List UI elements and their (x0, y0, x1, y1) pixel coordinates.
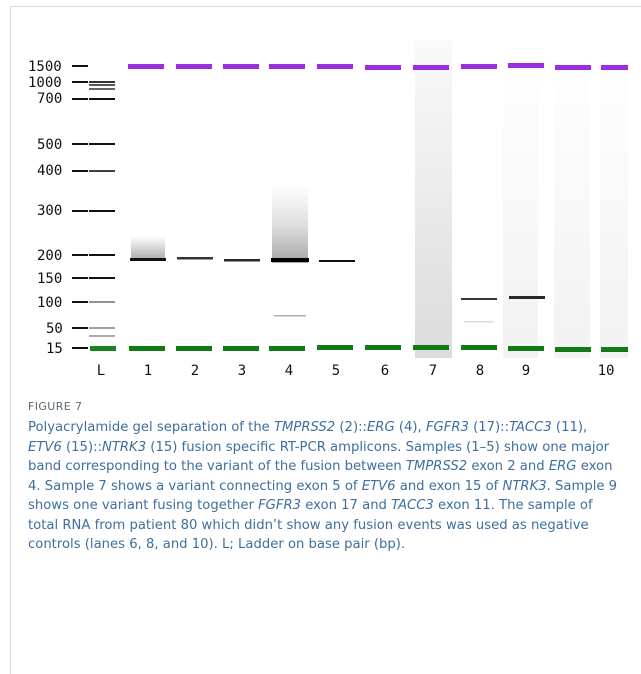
lane-label-ladder: L (97, 363, 105, 379)
lane-label: 2 (191, 363, 199, 379)
caption-text: exon 4. Sample 7 shows a variant connect… (28, 459, 613, 494)
exon-link[interactable]: 15 (71, 439, 88, 455)
caption-text: ( (146, 439, 156, 455)
gene-name: FGFR3 (258, 498, 302, 513)
exon-link[interactable]: 2 (344, 420, 353, 435)
ladder-tick-label: 15 (46, 341, 63, 357)
lane-label: 4 (285, 363, 293, 379)
ladder-tick-label: 100 (37, 295, 62, 311)
lane-label: 7 (429, 363, 437, 379)
caption-text: exon 17 and (301, 498, 392, 513)
gene-name: TACC3 (509, 420, 552, 435)
ladder-tick-label: 500 (37, 137, 62, 153)
ladder-tick-label: 50 (46, 321, 63, 337)
lane-label: 9 (522, 363, 530, 379)
caption-text: ) show one major band corresponding to t… (28, 439, 610, 475)
caption-text: ( (61, 439, 72, 455)
caption-text: ( (468, 420, 479, 435)
gene-name: TMPRSS2 (405, 459, 468, 474)
ladder-tick-label: 1500 (28, 59, 62, 75)
exon-link[interactable]: 17 (478, 420, 496, 435)
gene-name: ETV6 (28, 439, 62, 455)
caption-text: ), (577, 420, 588, 435)
exon-link[interactable]: 4 (404, 420, 413, 435)
caption-text: ( (335, 420, 345, 435)
caption-text: exon 2 and (467, 459, 549, 474)
caption-text: . Sample 9 shows one variant fusing toge… (28, 478, 618, 514)
lane-label: 1 (144, 363, 152, 379)
caption-text: ), (412, 420, 426, 435)
caption-text: exon 11. The sample of total RNA from pa… (28, 498, 593, 552)
ladder-tick-label: 200 (37, 248, 62, 264)
exon-link[interactable]: 15 (155, 439, 173, 455)
ladder-tick-label: 300 (37, 203, 62, 219)
caption-text: ) fusion specific RT-PCR amplicons. Samp… (172, 439, 472, 455)
caption-text: ):: (495, 420, 510, 435)
caption-text: ):: (352, 420, 367, 435)
gene-name: TACC3 (391, 498, 434, 513)
lane-label: 8 (476, 363, 484, 379)
figure-caption: Polyacrylamide gel separation of the TMP… (28, 418, 618, 555)
gene-name: NTRK3 (502, 478, 547, 494)
sample-range-link[interactable]: 1–5 (471, 439, 495, 455)
ladder-tick-label: 400 (37, 163, 62, 179)
lane-label: 3 (238, 363, 246, 379)
ladder-tick-label: 1000 (28, 75, 62, 91)
caption-text: ):: (87, 439, 102, 455)
ladder-tick-label: 150 (37, 271, 62, 287)
caption-text: ( (551, 420, 562, 435)
caption-text: and exon 15 of (395, 478, 503, 494)
lane-label: 6 (381, 363, 389, 379)
caption-text: Polyacrylamide gel separation of the (28, 420, 274, 435)
gene-name: ERG (366, 420, 395, 435)
gel-image: 1500 1000 700 500 400 300 200 150 100 50… (28, 40, 628, 379)
caption-text: ( (394, 420, 405, 435)
figure-frame (10, 6, 641, 674)
gene-name: FGFR3 (425, 420, 469, 435)
lane-label: 5 (332, 363, 340, 379)
gene-name: ERG (548, 459, 577, 474)
ladder-tick-label: 700 (37, 91, 62, 107)
gene-name: NTRK3 (101, 439, 147, 455)
lane-label: 10 (598, 363, 615, 379)
gene-name: TMPRSS2 (273, 420, 336, 435)
figure-label: FIGURE 7 (28, 400, 83, 413)
gene-name: ETV6 (361, 478, 396, 494)
exon-link[interactable]: 11 (561, 420, 578, 435)
